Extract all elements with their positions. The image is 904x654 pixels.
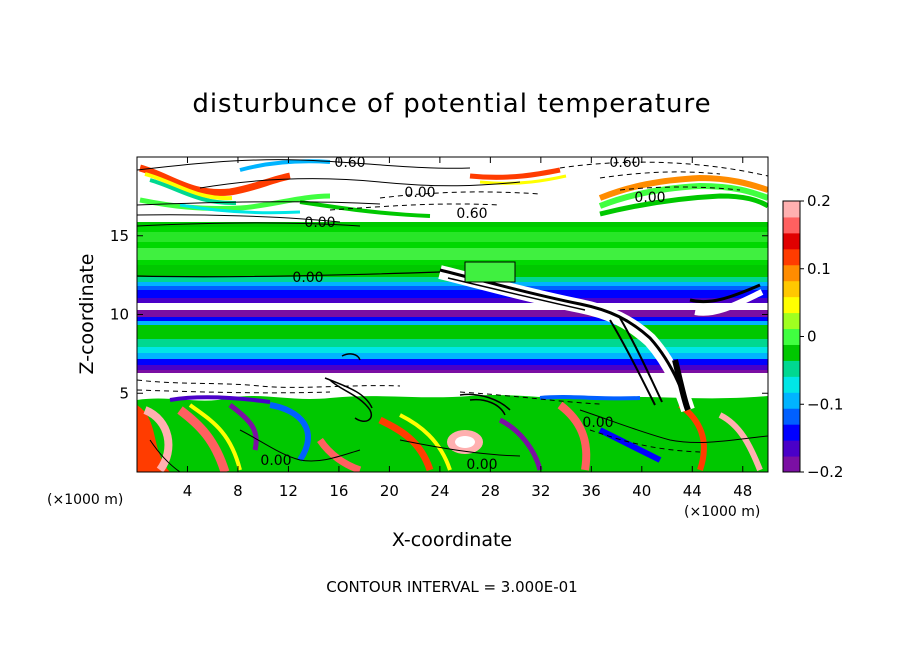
x-tick-label: 20 (380, 482, 399, 500)
x-tick-label: 4 (183, 482, 193, 500)
colorbar-swatch (783, 280, 800, 298)
x-tick-label: 24 (430, 482, 449, 500)
colorbar-swatch (783, 328, 800, 345)
colorbar-tick-label: 0.1 (807, 260, 831, 278)
x-tick-label: 48 (733, 482, 752, 500)
colorbar-swatch (783, 296, 800, 314)
colorbar-swatch (783, 264, 800, 282)
colorbar-tick-label: −0.1 (807, 395, 843, 413)
colorbar-tick-label: 0 (807, 328, 817, 346)
colorbar-swatch (783, 312, 800, 330)
colorbar-swatch (783, 376, 800, 393)
contour-label: 0.00 (260, 453, 291, 469)
colorbar-tick-label: 0.2 (807, 192, 831, 210)
contour-label: 0.00 (582, 415, 613, 431)
y-axis: 5 10 15 (110, 227, 768, 402)
colorbar-swatch (783, 424, 800, 441)
x-tick-label: 16 (329, 482, 348, 500)
x-tick-label: 12 (279, 482, 298, 500)
contour-label: 0.00 (634, 190, 665, 206)
colorbar-swatch (783, 456, 800, 473)
colorbar: 0.2 0.1 0 −0.1 −0.2 (782, 192, 843, 481)
plot-area (137, 157, 768, 472)
y-tick-label: 5 (119, 384, 129, 402)
contour-label: 0.00 (292, 270, 323, 286)
x-tick-label: 40 (632, 482, 651, 500)
x-axis: 4 8 12 16 20 24 28 32 36 40 44 48 (183, 157, 752, 500)
colorbar-swatch (783, 360, 800, 377)
x-axis-label: X-coordinate (392, 529, 512, 551)
colorbar-swatch (783, 232, 800, 250)
contour-interval-note: CONTOUR INTERVAL = 3.000E-01 (326, 578, 577, 596)
y-tick-label: 15 (110, 227, 129, 245)
contour-label: 0.60 (334, 155, 365, 171)
x-unit-left: (×1000 m) (47, 492, 123, 508)
colorbar-swatch (783, 408, 800, 425)
contour-label: 0.00 (404, 185, 435, 201)
contours (137, 159, 768, 472)
colorbar-swatch (783, 216, 800, 234)
x-tick-label: 8 (233, 482, 243, 500)
colorbar-swatch (783, 440, 800, 457)
contour-labels: 0.60 0.60 0.00 0.00 0.60 0.00 0.00 0.00 … (260, 155, 665, 473)
contour-label: 0.60 (456, 206, 487, 222)
x-tick-label: 28 (481, 482, 500, 500)
contour-label: 0.00 (304, 215, 335, 231)
chart-title: disturbunce of potential temperature (192, 89, 711, 119)
x-unit-right: (×1000 m) (684, 504, 760, 520)
x-tick-label: 36 (582, 482, 601, 500)
colorbar-swatch (783, 392, 800, 409)
front-feature (438, 261, 764, 413)
banded-field (137, 222, 768, 472)
colorbar-swatch (783, 201, 800, 218)
y-tick-label: 10 (110, 306, 129, 324)
colorbar-swatch (783, 248, 800, 266)
colorbar-tick-label: −0.2 (807, 463, 843, 481)
contour-label: 0.60 (609, 155, 640, 171)
contour-label: 0.00 (466, 457, 497, 473)
colorbar-swatch (783, 344, 800, 361)
x-tick-label: 44 (683, 482, 702, 500)
x-tick-label: 32 (531, 482, 550, 500)
y-axis-label: Z-coordinate (76, 254, 98, 375)
